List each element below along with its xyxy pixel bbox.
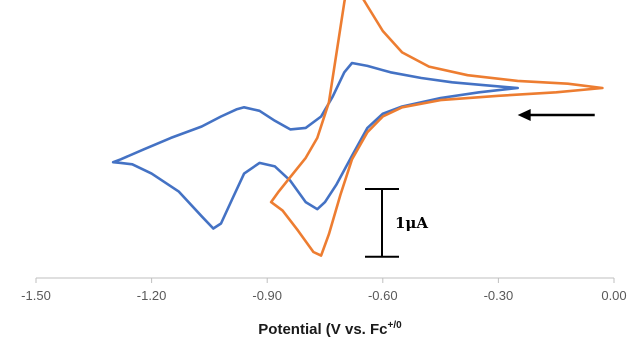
scale-bar-label: 1μA [395, 214, 428, 232]
annotations: 1μA [365, 109, 595, 258]
series-trace-1 [269, 0, 604, 257]
series-trace-0 [111, 61, 519, 230]
x-axis: -1.50 -1.20 -0.90 -0.60 -0.30 0.00 [21, 277, 627, 303]
series-layer [111, 0, 604, 257]
x-tick-label: -0.90 [252, 288, 282, 303]
x-tick-label: -0.60 [368, 288, 398, 303]
scan-direction-arrowhead [517, 109, 531, 121]
x-tick-label: -0.30 [484, 288, 514, 303]
x-tick-label: -1.20 [137, 288, 167, 303]
x-axis-title: Potential (V vs. Fc+/0 [258, 320, 402, 338]
x-tick-label: -1.50 [21, 288, 51, 303]
x-axis-title-sup: +/0 [388, 320, 403, 331]
x-tick-label: 0.00 [601, 288, 626, 303]
